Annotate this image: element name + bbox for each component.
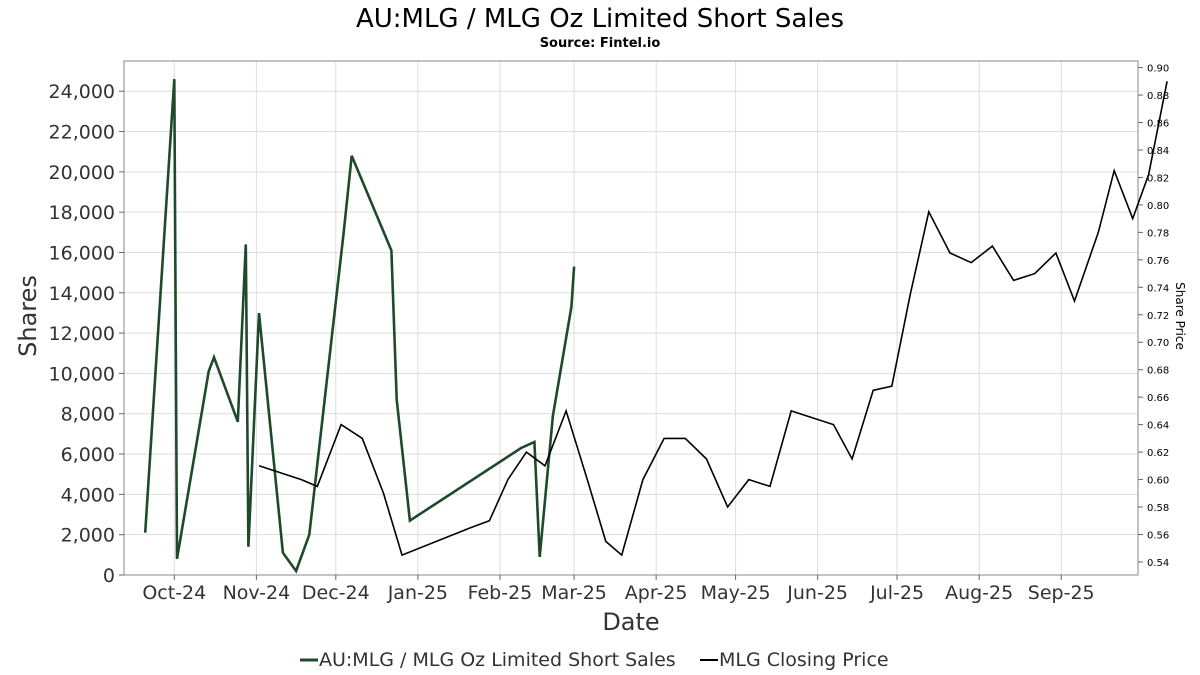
y-tick-label: 22,000	[49, 122, 115, 144]
x-tick-label: Mar-25	[541, 582, 607, 604]
y2-tick-label: 0.88	[1147, 91, 1169, 102]
chart-title: AU:MLG / MLG Oz Limited Short Sales	[356, 4, 844, 34]
x-tick-label: Nov-24	[223, 582, 291, 604]
y2-tick-label: 0.80	[1147, 201, 1169, 212]
short-sales-line	[143, 79, 576, 574]
x-tick-label: Oct-24	[142, 582, 206, 604]
chart-subtitle: Source: Fintel.io	[540, 36, 661, 51]
legend-label-closing-price: MLG Closing Price	[719, 649, 889, 671]
y2-tick-label: 0.58	[1147, 503, 1169, 514]
x-tick-label: Jan-25	[387, 582, 448, 604]
y-tick-label: 10,000	[49, 363, 115, 385]
x-tick-label: Jul-25	[869, 582, 924, 604]
x-tick-label: Feb-25	[468, 582, 533, 604]
y2-tick-label: 0.70	[1147, 338, 1169, 349]
x-tick-label: Jun-25	[786, 582, 848, 604]
y-axis-label: Shares	[14, 275, 42, 357]
y2-tick-label: 0.82	[1147, 173, 1169, 184]
y2-tick-label: 0.78	[1147, 228, 1169, 239]
y-tick-label: 4,000	[61, 484, 115, 506]
legend: AU:MLG / MLG Oz Limited Short Sales MLG …	[300, 649, 889, 671]
series-lines	[143, 79, 1168, 574]
y-tick-label: 2,000	[61, 525, 115, 547]
secondary-y-axis-label: Share Price	[1173, 282, 1187, 350]
plot-area	[123, 60, 1139, 576]
y2-tick-label: 0.84	[1147, 146, 1169, 157]
y-tick-label: 6,000	[61, 444, 115, 466]
x-axis-ticks: Oct-24 Nov-24 Dec-24 Jan-25 Feb-25 Mar-25 Apr-…	[142, 575, 1095, 604]
y2-tick-label: 0.72	[1147, 311, 1169, 322]
x-tick-label: May-25	[701, 582, 771, 604]
y2-tick-label: 0.90	[1147, 64, 1169, 75]
y-tick-label: 16,000	[49, 242, 115, 264]
y2-tick-label: 0.68	[1147, 366, 1169, 377]
y-axis-ticks: 0 2,000 4,000 6,000 8,000 10,000 12,000 14,000 1…	[49, 81, 124, 587]
legend-label-short-sales: AU:MLG / MLG Oz Limited Short Sales	[319, 649, 676, 671]
closing-price-line	[258, 81, 1168, 557]
secondary-y-axis-ticks: 0.54 0.56 0.58 0.60 0.62 0.64 0.66 0.68 0.70 0.72…	[1138, 64, 1169, 569]
y2-tick-label: 0.64	[1147, 421, 1169, 432]
y-tick-label: 20,000	[49, 162, 115, 184]
y2-tick-label: 0.56	[1147, 530, 1169, 541]
x-tick-label: Dec-24	[302, 582, 370, 604]
y-tick-label: 18,000	[49, 202, 115, 224]
x-tick-label: Apr-25	[625, 582, 688, 604]
y2-tick-label: 0.66	[1147, 393, 1169, 404]
x-tick-label: Aug-25	[945, 582, 1013, 604]
y2-tick-label: 0.74	[1147, 283, 1169, 294]
y-tick-label: 24,000	[49, 81, 115, 103]
x-tick-label: Sep-25	[1028, 582, 1095, 604]
y2-tick-label: 0.76	[1147, 256, 1169, 267]
y-tick-label: 0	[103, 565, 115, 587]
y-tick-label: 14,000	[49, 283, 115, 305]
y-tick-label: 8,000	[61, 404, 115, 426]
y2-tick-label: 0.60	[1147, 476, 1169, 487]
y2-tick-label: 0.54	[1147, 558, 1169, 569]
y-tick-label: 12,000	[49, 323, 115, 345]
x-axis-label: Date	[602, 608, 659, 636]
grid	[124, 61, 1138, 576]
y2-tick-label: 0.62	[1147, 448, 1169, 459]
